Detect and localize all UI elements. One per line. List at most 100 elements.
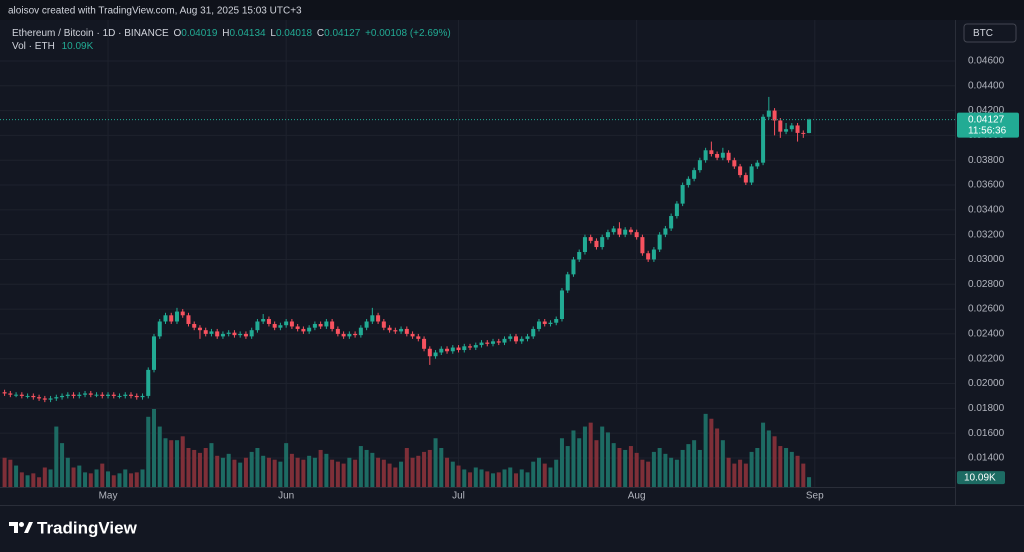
volume-bar: [784, 448, 789, 487]
volume-bar: [588, 422, 593, 487]
candle-body: [14, 394, 19, 396]
volume-bar: [617, 448, 622, 487]
volume-bar: [37, 477, 42, 487]
candle-body: [88, 393, 93, 395]
candle-body: [462, 346, 467, 351]
candle-body: [669, 216, 674, 229]
volume-bar: [749, 451, 754, 487]
candle-body: [335, 328, 340, 334]
volume-bar: [732, 463, 737, 487]
candle-body: [404, 328, 409, 334]
candle-body: [680, 185, 685, 204]
volume-bar: [519, 469, 524, 487]
y-tick-label: 0.04600: [968, 56, 1005, 67]
volume-title: Vol · ETH: [12, 41, 55, 52]
candle-body: [772, 110, 777, 121]
x-tick-label: May: [99, 491, 118, 502]
candle-body: [565, 274, 570, 291]
volume-bar: [559, 438, 564, 487]
candle-body: [600, 237, 605, 248]
volume-bar: [674, 459, 679, 487]
candle-body: [422, 338, 427, 349]
volume-bar: [600, 426, 605, 487]
h-value: 0.04134: [229, 28, 266, 39]
candle-body: [307, 327, 312, 332]
volume-bar: [157, 426, 162, 487]
candle-body: [525, 336, 530, 339]
currency[interactable]: BTC: [973, 28, 993, 39]
volume-bar: [381, 459, 386, 487]
volume-bar: [565, 446, 570, 487]
candle-body: [646, 253, 651, 260]
candle-body: [795, 125, 800, 133]
change: +0.00108 (+2.69%): [365, 28, 451, 39]
candle-body: [94, 394, 99, 396]
candle-body: [617, 228, 622, 235]
candle-body: [720, 152, 725, 158]
volume-bar: [789, 451, 794, 487]
legend-volume: Vol · ETH 10.09K: [12, 41, 94, 52]
volume-bar: [2, 457, 7, 487]
candle-body: [272, 323, 277, 328]
volume-bar: [209, 443, 214, 487]
volume-bar: [801, 463, 806, 487]
y-tick-label: 0.03000: [968, 254, 1005, 265]
volume-bar: [692, 440, 697, 487]
volume-bar: [439, 448, 444, 487]
volume-bar: [531, 461, 536, 487]
candle-body: [738, 166, 743, 176]
candle-body: [743, 175, 748, 183]
volume-bar: [272, 459, 277, 487]
candle-body: [554, 319, 559, 323]
candle-body: [594, 240, 599, 248]
currency-box[interactable]: [963, 23, 1017, 43]
logo-mark: [9, 522, 18, 533]
volume-bar: [404, 448, 409, 487]
volume-bar: [307, 455, 312, 487]
volume-bar: [255, 448, 260, 487]
countdown: 11:56:36: [968, 125, 1007, 136]
candle-body: [2, 392, 7, 394]
volume-bar: [450, 461, 455, 487]
volume-bar: [42, 467, 47, 487]
volume-bar: [416, 455, 421, 487]
candle-body: [71, 394, 76, 396]
x-tick-label: Aug: [628, 491, 646, 502]
volume-bar: [709, 418, 714, 487]
volume-bar: [473, 467, 478, 487]
candle-body: [393, 330, 398, 332]
candle-body: [686, 178, 691, 186]
candle-body: [376, 315, 381, 322]
candle-body: [364, 321, 369, 328]
volume-bar: [174, 440, 179, 487]
volume-bar: [548, 467, 553, 487]
volume-bar: [278, 461, 283, 487]
candle-body: [48, 398, 53, 400]
volume-bar: [795, 455, 800, 487]
candle-body: [508, 336, 513, 339]
candle-body: [220, 333, 225, 337]
volume-bar: [71, 467, 76, 487]
candle-body: [784, 129, 789, 132]
y-tick-label: 0.03800: [968, 155, 1005, 166]
volume-bar: [266, 457, 271, 487]
volume-bar: [94, 469, 99, 487]
volume-bar: [169, 440, 174, 487]
volume-bar: [186, 448, 191, 487]
candle-body: [496, 341, 501, 343]
candle-body: [807, 119, 812, 134]
volume-bar: [19, 472, 24, 487]
candle-body: [485, 342, 490, 344]
candle-body: [226, 332, 231, 334]
volume-bar: [703, 413, 708, 487]
candle-body: [674, 203, 679, 217]
volume-bar: [111, 475, 116, 487]
volume-bar: [778, 446, 783, 487]
volume-bar: [249, 451, 254, 487]
candle-body: [106, 394, 111, 396]
candle-body: [289, 321, 294, 327]
candle-body: [559, 290, 564, 320]
volume-bar: [726, 457, 731, 487]
